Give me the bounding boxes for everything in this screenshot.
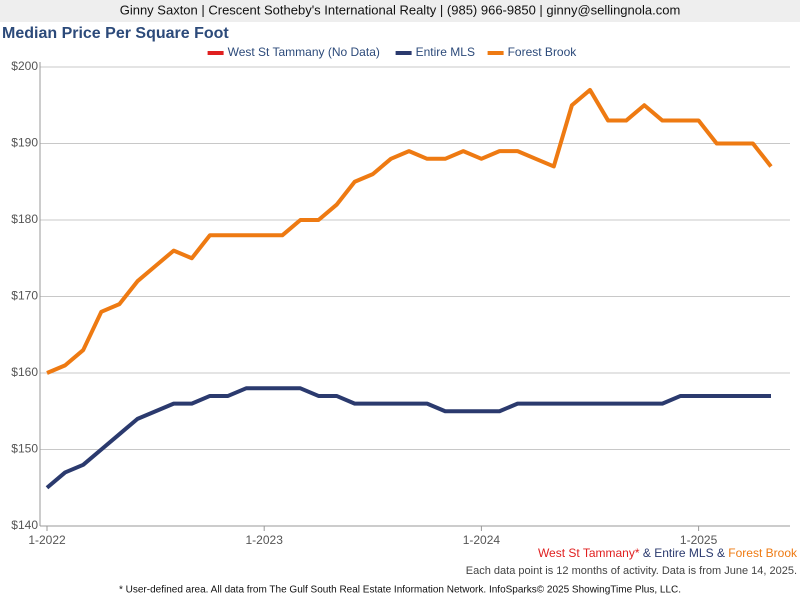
- header-bar: [0, 0, 800, 22]
- y-tick-label: $150: [11, 442, 38, 456]
- legend: West St Tammany (No Data) Entire MLS Fores…: [207, 45, 578, 59]
- plot: $140 $150 $160 $170 $180 $190 $200 1-2022 1-2023…: [11, 59, 790, 547]
- series-line: [46, 87, 773, 375]
- footnote: * User-defined area. All data from The G…: [119, 585, 681, 596]
- header: Ginny Saxton | Crescent Sotheby's Intern…: [120, 2, 681, 17]
- footnote-marker: *: [635, 546, 640, 560]
- x-tick-label: 1-2023: [246, 533, 284, 547]
- legend-footer: West St Tammany* & Entire MLS & Forest B…: [538, 546, 798, 560]
- legend-footer-item: Forest Brook: [728, 546, 798, 560]
- note: Each data point is 12 months of activity…: [466, 565, 797, 577]
- legend-footer-item: West St Tammany: [538, 546, 635, 560]
- y-tick-label: $140: [11, 518, 38, 532]
- legend-label: West St Tammany (No Data): [228, 45, 380, 59]
- legend-label: Entire MLS: [416, 45, 475, 59]
- y-tick-label: $200: [11, 59, 38, 73]
- x-tick-label: 1-2025: [680, 533, 718, 547]
- legend-label: Forest Brook: [508, 45, 578, 59]
- legend-footer-item: Entire MLS: [654, 546, 713, 560]
- chart-title: Median Price Per Square Foot: [2, 25, 229, 42]
- x-tick-label: 1-2022: [28, 533, 66, 547]
- series-line: [45, 386, 771, 490]
- x-tick-label: 1-2024: [463, 533, 501, 547]
- joiner: &: [717, 546, 725, 560]
- y-tick-label: $180: [11, 212, 38, 226]
- joiner: &: [643, 546, 651, 560]
- y-tick-label: $190: [11, 136, 38, 150]
- y-tick-label: $170: [11, 289, 38, 303]
- y-tick-label: $160: [11, 365, 38, 379]
